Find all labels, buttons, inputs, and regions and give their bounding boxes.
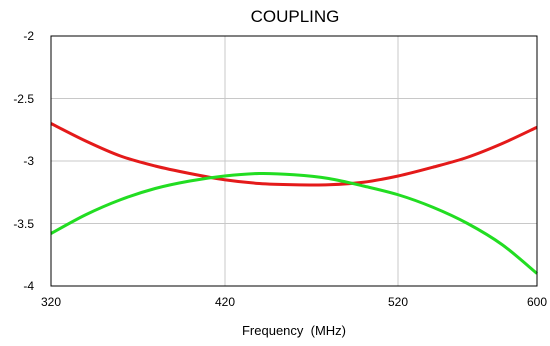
x-tick-labels: 320 420 520 600	[41, 295, 547, 309]
grid-lines	[51, 36, 537, 286]
plot-series	[50, 122, 538, 275]
y-tick-label: -3.5	[13, 217, 34, 231]
series-green-line	[50, 171, 538, 275]
chart-title: COUPLING	[251, 7, 340, 26]
plot-frame	[50, 35, 538, 287]
y-tick-labels: -2 -2.5 -3 -3.5 -4	[13, 29, 34, 293]
x-tick-label: 320	[41, 295, 61, 309]
x-axis-label: Frequency (MHz)	[242, 323, 346, 338]
x-tick-label: 600	[527, 295, 547, 309]
y-tick-label: -2.5	[13, 92, 34, 106]
series-red-line	[50, 122, 538, 187]
y-tick-label: -2	[23, 29, 34, 43]
y-tick-label: -3	[23, 154, 34, 168]
x-tick-label: 420	[215, 295, 235, 309]
x-tick-label: 520	[388, 295, 408, 309]
y-tick-label: -4	[23, 279, 34, 293]
